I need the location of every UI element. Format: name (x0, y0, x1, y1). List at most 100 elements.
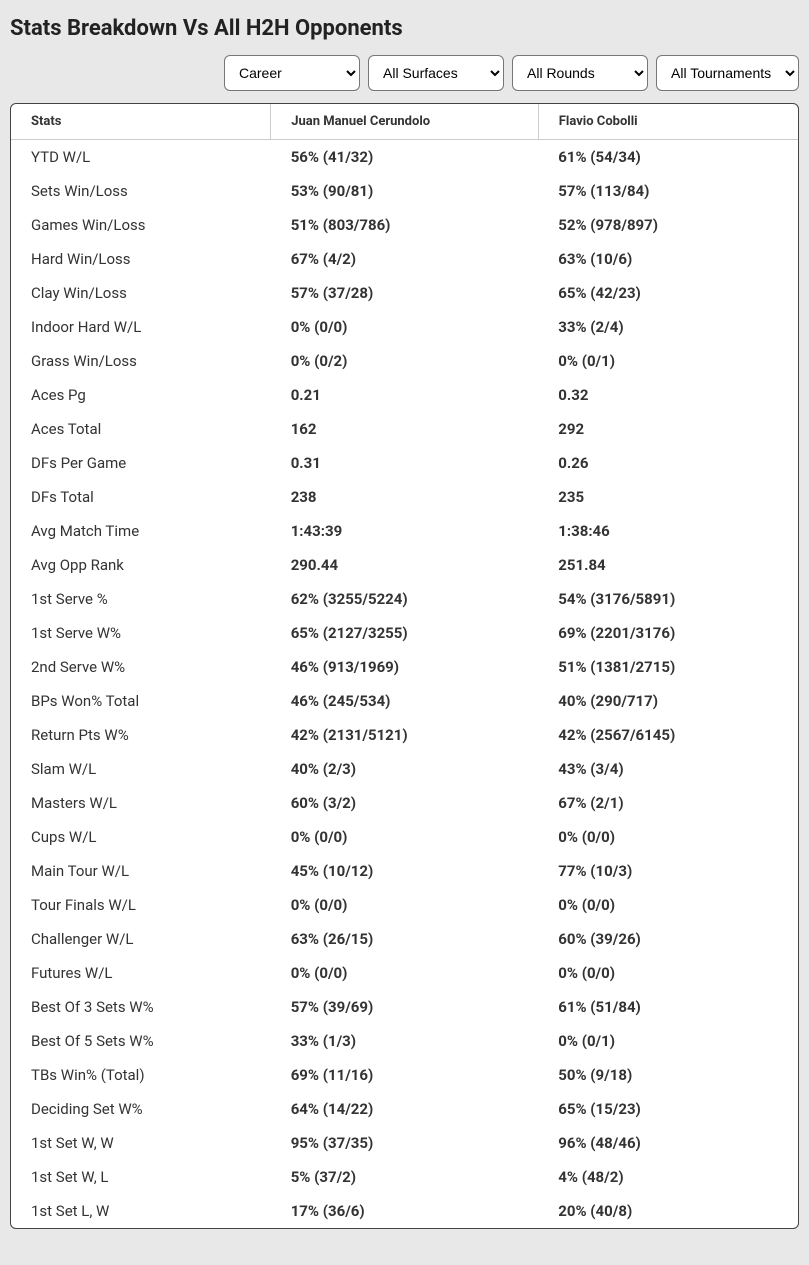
table-row: Indoor Hard W/L0% (0/0)33% (2/4) (11, 310, 798, 344)
player2-value: 43% (3/4) (538, 752, 798, 786)
player2-value: 65% (42/23) (538, 276, 798, 310)
stat-label: Challenger W/L (11, 922, 271, 956)
table-row: Main Tour W/L45% (10/12)77% (10/3) (11, 854, 798, 888)
player1-value: 46% (245/534) (271, 684, 539, 718)
table-row: Hard Win/Loss67% (4/2)63% (10/6) (11, 242, 798, 276)
table-row: Aces Pg0.210.32 (11, 378, 798, 412)
stat-label: Cups W/L (11, 820, 271, 854)
tournament-select[interactable]: All Tournaments (656, 55, 799, 91)
stat-label: Aces Pg (11, 378, 271, 412)
table-row: Best Of 3 Sets W%57% (39/69)61% (51/84) (11, 990, 798, 1024)
period-select[interactable]: Career (224, 55, 360, 91)
player1-value: 290.44 (271, 548, 539, 582)
player2-value: 33% (2/4) (538, 310, 798, 344)
player1-value: 42% (2131/5121) (271, 718, 539, 752)
player1-value: 0.31 (271, 446, 539, 480)
player1-value: 51% (803/786) (271, 208, 539, 242)
stat-label: Masters W/L (11, 786, 271, 820)
player1-value: 162 (271, 412, 539, 446)
table-row: Slam W/L40% (2/3)43% (3/4) (11, 752, 798, 786)
stat-label: Slam W/L (11, 752, 271, 786)
player2-value: 65% (15/23) (538, 1092, 798, 1126)
table-row: 1st Serve W%65% (2127/3255)69% (2201/317… (11, 616, 798, 650)
player1-value: 238 (271, 480, 539, 514)
table-row: Return Pts W%42% (2131/5121)42% (2567/61… (11, 718, 798, 752)
player2-value: 251.84 (538, 548, 798, 582)
table-row: Cups W/L0% (0/0)0% (0/0) (11, 820, 798, 854)
player1-value: 1:43:39 (271, 514, 539, 548)
player2-value: 63% (10/6) (538, 242, 798, 276)
player1-value: 0% (0/0) (271, 310, 539, 344)
table-row: 1st Serve %62% (3255/5224)54% (3176/5891… (11, 582, 798, 616)
stat-label: Avg Opp Rank (11, 548, 271, 582)
table-row: YTD W/L56% (41/32)61% (54/34) (11, 140, 798, 175)
table-row: Tour Finals W/L0% (0/0)0% (0/0) (11, 888, 798, 922)
player2-value: 50% (9/18) (538, 1058, 798, 1092)
player1-value: 57% (37/28) (271, 276, 539, 310)
stat-label: BPs Won% Total (11, 684, 271, 718)
table-row: Grass Win/Loss0% (0/2)0% (0/1) (11, 344, 798, 378)
table-row: Futures W/L0% (0/0)0% (0/0) (11, 956, 798, 990)
player2-value: 40% (290/717) (538, 684, 798, 718)
stat-label: Sets Win/Loss (11, 174, 271, 208)
player2-value: 51% (1381/2715) (538, 650, 798, 684)
table-row: TBs Win% (Total)69% (11/16)50% (9/18) (11, 1058, 798, 1092)
stat-label: Deciding Set W% (11, 1092, 271, 1126)
player1-value: 0.21 (271, 378, 539, 412)
player1-value: 17% (36/6) (271, 1194, 539, 1228)
table-row: Aces Total162292 (11, 412, 798, 446)
table-row: Avg Match Time1:43:391:38:46 (11, 514, 798, 548)
player1-value: 46% (913/1969) (271, 650, 539, 684)
stat-label: 1st Set L, W (11, 1194, 271, 1228)
stat-label: 1st Set W, L (11, 1160, 271, 1194)
table-row: Avg Opp Rank290.44251.84 (11, 548, 798, 582)
player1-value: 95% (37/35) (271, 1126, 539, 1160)
table-row: 2nd Serve W%46% (913/1969)51% (1381/2715… (11, 650, 798, 684)
player1-value: 53% (90/81) (271, 174, 539, 208)
table-row: 1st Set W, W95% (37/35)96% (48/46) (11, 1126, 798, 1160)
player2-value: 0% (0/0) (538, 888, 798, 922)
player1-value: 63% (26/15) (271, 922, 539, 956)
player2-value: 61% (54/34) (538, 140, 798, 175)
player1-value: 0% (0/0) (271, 820, 539, 854)
stat-label: Hard Win/Loss (11, 242, 271, 276)
player2-value: 0% (0/1) (538, 344, 798, 378)
player1-value: 45% (10/12) (271, 854, 539, 888)
player1-value: 60% (3/2) (271, 786, 539, 820)
player1-value: 33% (1/3) (271, 1024, 539, 1058)
stat-label: Return Pts W% (11, 718, 271, 752)
table-header-row: Stats Juan Manuel Cerundolo Flavio Cobol… (11, 104, 798, 140)
stat-label: TBs Win% (Total) (11, 1058, 271, 1092)
table-row: DFs Total238235 (11, 480, 798, 514)
round-select[interactable]: All Rounds (512, 55, 648, 91)
col-header-player2: Flavio Cobolli (538, 104, 798, 140)
player2-value: 292 (538, 412, 798, 446)
stats-card: Stats Juan Manuel Cerundolo Flavio Cobol… (10, 103, 799, 1229)
player2-value: 20% (40/8) (538, 1194, 798, 1228)
player2-value: 235 (538, 480, 798, 514)
stat-label: Games Win/Loss (11, 208, 271, 242)
player1-value: 5% (37/2) (271, 1160, 539, 1194)
page-title: Stats Breakdown Vs All H2H Opponents (10, 16, 799, 41)
filters-row: Career All Surfaces All Rounds All Tourn… (10, 55, 799, 91)
table-row: 1st Set L, W17% (36/6)20% (40/8) (11, 1194, 798, 1228)
player1-value: 67% (4/2) (271, 242, 539, 276)
player2-value: 52% (978/897) (538, 208, 798, 242)
player1-value: 0% (0/0) (271, 888, 539, 922)
player1-value: 0% (0/0) (271, 956, 539, 990)
stat-label: Tour Finals W/L (11, 888, 271, 922)
stats-table: Stats Juan Manuel Cerundolo Flavio Cobol… (11, 104, 798, 1228)
player2-value: 4% (48/2) (538, 1160, 798, 1194)
stat-label: DFs Per Game (11, 446, 271, 480)
stat-label: Futures W/L (11, 956, 271, 990)
player1-value: 64% (14/22) (271, 1092, 539, 1126)
table-row: BPs Won% Total46% (245/534)40% (290/717) (11, 684, 798, 718)
surface-select[interactable]: All Surfaces (368, 55, 504, 91)
player2-value: 67% (2/1) (538, 786, 798, 820)
player2-value: 57% (113/84) (538, 174, 798, 208)
stat-label: Clay Win/Loss (11, 276, 271, 310)
col-header-stats: Stats (11, 104, 271, 140)
stat-label: 2nd Serve W% (11, 650, 271, 684)
stat-label: Best Of 5 Sets W% (11, 1024, 271, 1058)
table-row: 1st Set W, L5% (37/2)4% (48/2) (11, 1160, 798, 1194)
